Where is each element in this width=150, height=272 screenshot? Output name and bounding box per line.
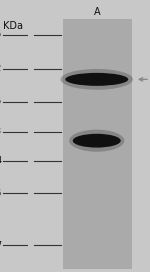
Ellipse shape	[61, 69, 133, 90]
Text: 43: 43	[0, 127, 2, 136]
Ellipse shape	[69, 130, 124, 152]
Text: 26: 26	[0, 189, 2, 198]
Text: 55: 55	[0, 97, 2, 106]
Ellipse shape	[73, 134, 121, 148]
Text: 17: 17	[0, 241, 2, 250]
Bar	[63, 19, 132, 269]
Ellipse shape	[65, 73, 128, 86]
Text: 34: 34	[0, 156, 2, 165]
Text: A: A	[94, 7, 101, 17]
Text: 72: 72	[0, 64, 2, 73]
Text: 95: 95	[0, 30, 2, 39]
Text: KDa: KDa	[3, 21, 23, 31]
